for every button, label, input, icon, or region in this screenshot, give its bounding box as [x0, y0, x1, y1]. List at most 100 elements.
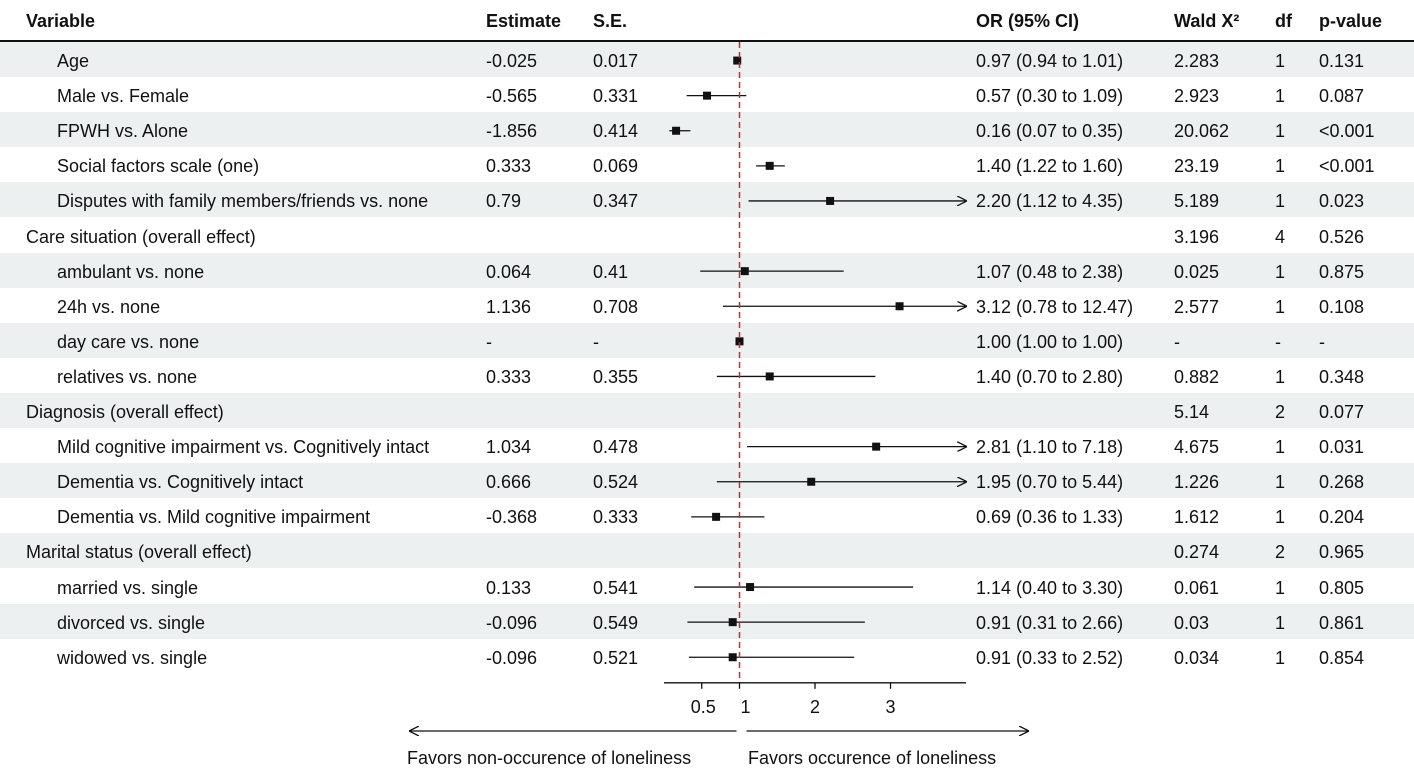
- table-row: Dementia vs. Cognitively intact 0.666 0.52…: [0, 463, 1414, 499]
- table-row: day care vs. none - - 1.00 (1.00 to 1.00) - -…: [0, 322, 1414, 358]
- p-value-cell: 0.268: [1319, 472, 1365, 493]
- header-or: OR (95% CI): [976, 11, 1080, 31]
- variable-cell: 24h vs. none: [57, 296, 161, 317]
- p-value-cell: 0.031: [1319, 437, 1365, 458]
- p-value-cell: 0.108: [1319, 296, 1365, 317]
- estimate-cell: -0.096: [486, 612, 538, 633]
- df-cell: 1: [1275, 156, 1286, 177]
- table-row: Male vs. Female -0.565 0.331 0.57 (0.30 to …: [0, 77, 1414, 112]
- variable-cell: FPWH vs. Alone: [57, 121, 189, 142]
- or-ci-cell: 0.97 (0.94 to 1.01): [976, 51, 1124, 71]
- variable-cell: ambulant vs. none: [57, 261, 205, 282]
- table-header: Variable Estimate S.E. OR (95% CI) Wald …: [0, 0, 1414, 42]
- df-cell: 2: [1275, 542, 1286, 563]
- estimate-cell: 0.333: [486, 156, 532, 177]
- p-value-cell: -: [1319, 331, 1325, 352]
- estimate-cell: -0.368: [486, 507, 538, 528]
- estimate-cell: 0.666: [486, 472, 532, 493]
- or-ci-cell: 1.40 (0.70 to 2.80): [976, 366, 1124, 387]
- or-ci-cell: 2.20 (1.12 to 4.35): [976, 191, 1124, 212]
- wald-cell: 0.03: [1174, 612, 1210, 633]
- or-ci-cell: 1.00 (1.00 to 1.00): [976, 331, 1124, 352]
- variable-cell: Care situation (overall effect): [26, 226, 256, 247]
- p-value-cell: 0.805: [1319, 577, 1365, 598]
- p-value-cell: 0.348: [1319, 366, 1365, 387]
- se-cell: 0.524: [593, 472, 639, 493]
- wald-cell: 0.061: [1174, 577, 1220, 598]
- variable-cell: widowed vs. single: [57, 647, 208, 668]
- variable-cell: Age: [57, 51, 90, 71]
- wald-cell: 0.882: [1174, 366, 1220, 387]
- variable-cell: Disputes with family members/friends vs.…: [57, 191, 429, 212]
- table-row: FPWH vs. Alone -1.856 0.414 0.16 (0.07 to 0…: [0, 112, 1414, 148]
- header-estimate: Estimate: [486, 11, 562, 31]
- estimate-cell: -: [486, 331, 492, 352]
- df-cell: 1: [1275, 437, 1286, 458]
- p-value-cell: 0.077: [1319, 402, 1365, 422]
- variable-cell: Diagnosis (overall effect): [26, 402, 224, 422]
- favors-non-occurrence-label: Favors non-occurence of loneliness: [407, 748, 692, 768]
- se-cell: 0.333: [593, 507, 639, 528]
- se-cell: 0.41: [593, 261, 629, 282]
- or-ci-cell: 0.16 (0.07 to 0.35): [976, 121, 1124, 142]
- estimate-cell: -1.856: [486, 121, 538, 142]
- wald-cell: 0.025: [1174, 261, 1220, 282]
- df-cell: 1: [1275, 191, 1286, 212]
- or-ci-cell: 0.91 (0.31 to 2.66): [976, 612, 1124, 633]
- or-ci-cell: 0.57 (0.30 to 1.09): [976, 86, 1124, 107]
- wald-cell: 1.612: [1174, 507, 1220, 528]
- table-row: Social factors scale (one) 0.333 0.069 1.40…: [0, 147, 1414, 182]
- header-df: df: [1275, 11, 1292, 31]
- group-row: Diagnosis (overall effect) 5.14 2 0.077: [0, 393, 1414, 428]
- variable-cell: Dementia vs. Cognitively intact: [57, 472, 304, 493]
- group-row: Marital status (overall effect) 0.274 2 0.9…: [0, 533, 1414, 569]
- table-row: widowed vs. single -0.096 0.521 0.91 (0.33 …: [0, 639, 1414, 674]
- df-cell: 1: [1275, 507, 1286, 528]
- se-cell: 0.478: [593, 437, 639, 458]
- df-cell: 1: [1275, 121, 1286, 142]
- se-cell: 0.347: [593, 191, 639, 212]
- wald-cell: 3.196: [1174, 226, 1220, 247]
- header-p-value: p-value: [1319, 11, 1383, 31]
- p-value-cell: 0.204: [1319, 507, 1365, 528]
- variable-cell: day care vs. none: [57, 331, 200, 352]
- df-cell: 1: [1275, 86, 1286, 107]
- se-cell: 0.549: [593, 612, 639, 633]
- or-ci-cell: 0.69 (0.36 to 1.33): [976, 507, 1124, 528]
- estimate-cell: 0.333: [486, 366, 532, 387]
- se-cell: 0.521: [593, 647, 639, 668]
- table-row: Dementia vs. Mild cognitive impairment -0…: [0, 498, 1414, 533]
- se-cell: 0.331: [593, 86, 639, 107]
- or-ci-cell: 1.14 (0.40 to 3.30): [976, 577, 1124, 598]
- or-ci-cell: 1.07 (0.48 to 2.38): [976, 261, 1124, 282]
- estimate-cell: -0.025: [486, 51, 538, 71]
- se-cell: 0.069: [593, 156, 639, 177]
- df-cell: 1: [1275, 261, 1286, 282]
- header-wald: Wald X²: [1174, 11, 1240, 31]
- wald-cell: 2.283: [1174, 51, 1220, 71]
- wald-cell: 23.19: [1174, 156, 1220, 177]
- or-ci-cell: 3.12 (0.78 to 12.47): [976, 296, 1134, 317]
- wald-cell: -: [1174, 331, 1180, 352]
- se-cell: 0.541: [593, 577, 639, 598]
- p-value-cell: 0.131: [1319, 51, 1365, 71]
- se-cell: -: [593, 331, 599, 352]
- df-cell: 2: [1275, 402, 1286, 422]
- header-variable: Variable: [26, 11, 96, 31]
- or-ci-cell: 1.95 (0.70 to 5.44): [976, 472, 1124, 493]
- variable-cell: Dementia vs. Mild cognitive impairment: [57, 507, 371, 528]
- or-ci-cell: 1.40 (1.22 to 1.60): [976, 156, 1124, 177]
- df-cell: 1: [1275, 51, 1286, 71]
- p-value-cell: <0.001: [1319, 121, 1375, 142]
- p-value-cell: 0.875: [1319, 261, 1365, 282]
- df-cell: 1: [1275, 366, 1286, 387]
- wald-cell: 5.14: [1174, 402, 1210, 422]
- estimate-cell: -0.096: [486, 647, 538, 668]
- p-value-cell: 0.023: [1319, 191, 1365, 212]
- df-cell: 4: [1275, 226, 1286, 247]
- table-row: relatives vs. none 0.333 0.355 1.40 (0.70 t…: [0, 358, 1414, 393]
- se-cell: 0.017: [593, 51, 639, 71]
- variable-cell: relatives vs. none: [57, 366, 198, 387]
- estimate-cell: -0.565: [486, 86, 538, 107]
- estimate-cell: 1.136: [486, 296, 532, 317]
